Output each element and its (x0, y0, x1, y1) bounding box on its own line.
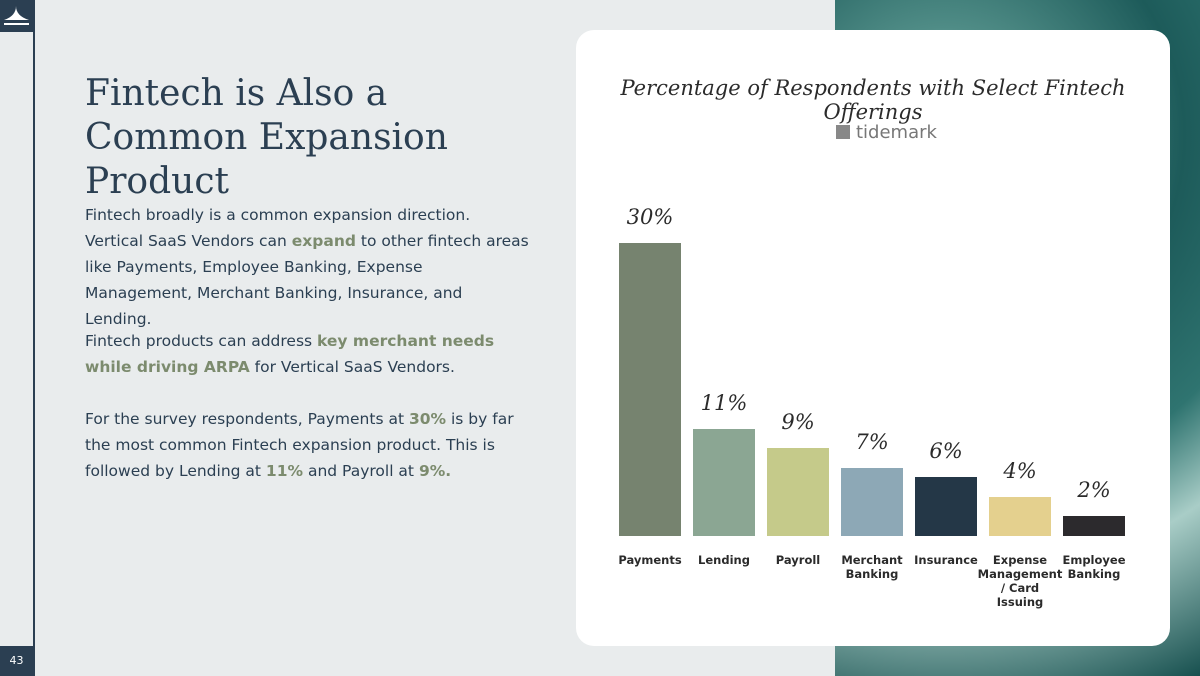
category-label: Merchant Banking (841, 553, 903, 581)
side-band (0, 0, 35, 676)
value-label: 2% (1077, 478, 1111, 503)
category-label: Payroll (775, 553, 821, 567)
value-label: 30% (626, 204, 674, 229)
brand: tidemark (836, 122, 937, 143)
highlight: 9%. (418, 462, 452, 480)
bar (767, 448, 829, 536)
value-label: 11% (700, 390, 748, 415)
paragraph: Fintech products can address key merchan… (85, 328, 530, 380)
value-label: 6% (929, 439, 963, 464)
value-label: 9% (781, 410, 815, 435)
text: for Vertical SaaS Vendors. (249, 358, 455, 376)
text: is by far the most common Fintech expans… (85, 410, 514, 480)
logo (0, 0, 33, 32)
bar (989, 496, 1051, 536)
text: Fintech broadly is a common expansion di… (85, 206, 471, 250)
highlight: expand (291, 232, 356, 250)
text: For the survey respondents, Payments at (85, 410, 409, 428)
category-label: Payments (618, 553, 682, 567)
bar (915, 477, 977, 536)
brand-name: tidemark (856, 122, 937, 143)
text: Fintech products can address (85, 332, 318, 350)
text: and Payroll at (303, 462, 419, 480)
category-label: Employee Banking (1062, 553, 1126, 581)
chart-title: Percentage of Respondents with Select Fi… (620, 76, 1126, 124)
bar (841, 467, 903, 536)
category-label: Expense Management / Card Issuing (977, 553, 1063, 609)
paragraph: Fintech broadly is a common expansion di… (85, 202, 530, 332)
page-number: 43 (0, 646, 33, 676)
highlight: key merchant needs while driving ARPA (85, 332, 495, 376)
bar (619, 242, 681, 536)
value-label: 7% (855, 429, 889, 454)
logo-icon (4, 6, 29, 25)
highlight: 11% (265, 462, 304, 480)
bar (1063, 516, 1125, 536)
category-label: Insurance (914, 553, 978, 567)
brand-icon (836, 125, 850, 139)
highlight: 30% (408, 410, 447, 428)
heading: Fintech is Also a Common Expansion Produ… (85, 73, 448, 202)
chart-card: Percentage of Respondents with Select Fi… (576, 30, 1170, 646)
paragraph: For the survey respondents, Payments at … (85, 406, 530, 484)
text: to other fintech areas like Payments, Em… (85, 232, 529, 328)
value-label: 4% (1003, 458, 1037, 483)
category-label: Lending (698, 553, 750, 567)
bar (693, 428, 755, 536)
